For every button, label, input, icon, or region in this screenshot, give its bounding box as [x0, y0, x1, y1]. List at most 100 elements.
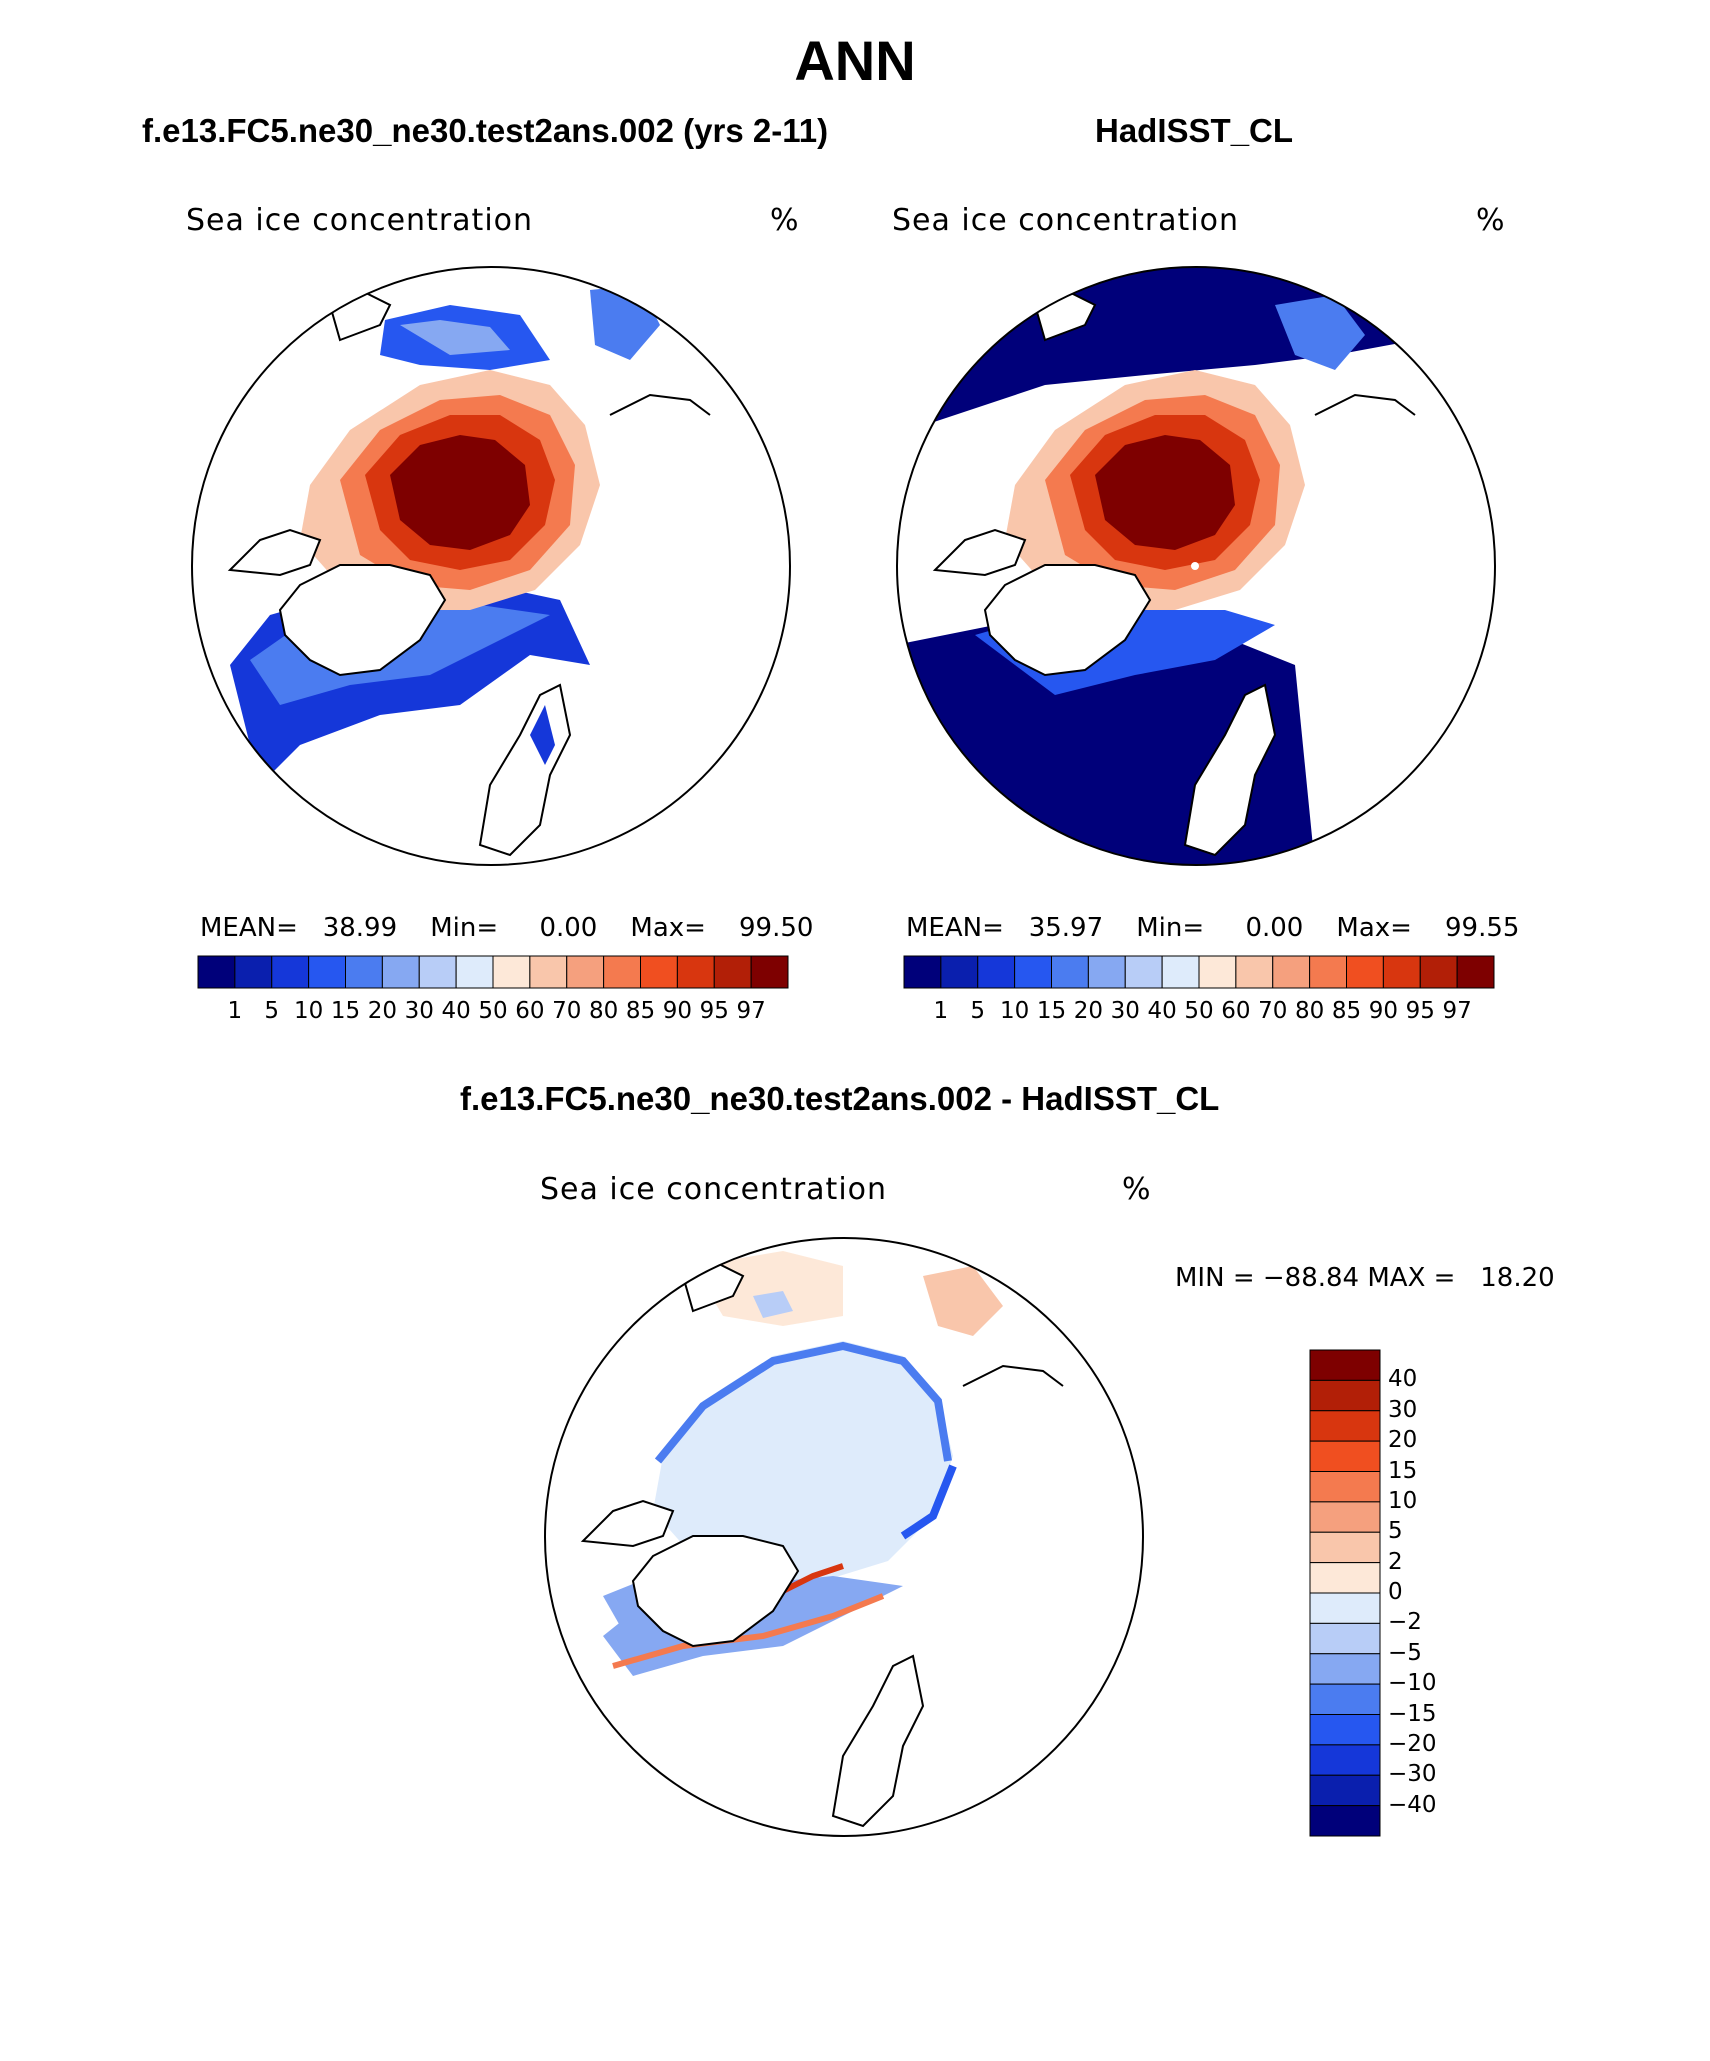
diff-colorbar-box-15: [1309, 1805, 1381, 1837]
arctic-diff: [653, 1341, 953, 1581]
right-max-label: Max=: [1336, 913, 1412, 943]
diff-colorbar-box-8: [1309, 1592, 1381, 1624]
right-colorbar-box-4: [1051, 955, 1089, 989]
right-colorbar-tick: 15: [1036, 998, 1067, 1024]
left-colorbar-box-4: [345, 955, 383, 989]
left-min-label: Min=: [430, 913, 499, 943]
right-colorbar-ticks: 1 5 10 15 20 30 40 50 60 70 80 85 90 95 97: [904, 998, 1494, 1028]
diff-colorbar-box-4: [1309, 1471, 1381, 1503]
left-mean-value: 38.99: [322, 913, 398, 943]
left-colorbar-tick: 30: [404, 998, 434, 1024]
right-colorbar-tick: 95: [1405, 998, 1435, 1024]
left-colorbar-tick: 70: [552, 998, 582, 1024]
left-max-label: Max=: [630, 913, 706, 943]
left-colorbar-tick: 90: [662, 998, 693, 1024]
right-mean-label: MEAN=: [906, 913, 1004, 943]
right-colorbar-tick: 70: [1258, 998, 1288, 1024]
right-colorbar-box-3: [1014, 955, 1052, 989]
diff-colorbar-tick: 30: [1388, 1396, 1418, 1423]
left-colorbar-box-1: [234, 955, 273, 989]
diff-colorbar-tick: −30: [1388, 1761, 1437, 1788]
right-colorbar: [903, 955, 1495, 989]
right-colorbar-box-11: [1309, 955, 1347, 989]
right-max-value: 99.55: [1445, 913, 1520, 943]
right-colorbar-tick: 5: [970, 998, 986, 1024]
left-units-label: %: [770, 203, 800, 238]
diff-colorbar-box-12: [1309, 1714, 1381, 1746]
greenland: [631, 1535, 800, 1648]
diff-colorbar-box-11: [1309, 1683, 1381, 1715]
left-colorbar-tick: 20: [367, 998, 398, 1024]
left-colorbar-tick: 1: [227, 998, 243, 1024]
diff-panel-subtitle: f.e13.FC5.ne30_ne30.test2ans.002 - HadIS…: [460, 1080, 1220, 1117]
left-colorbar-tick: 10: [293, 998, 324, 1024]
right-colorbar-tick: 20: [1073, 998, 1104, 1024]
diff-colorbar-box-13: [1309, 1744, 1381, 1776]
right-colorbar-tick: 90: [1368, 998, 1399, 1024]
figure-title: ANN: [794, 29, 916, 92]
right-variable-label: Sea ice concentration: [892, 203, 1240, 238]
diff-colorbar-ticks: 40 30 20 15 10 5 2 0 −2 −5 −10 −15 −20 −30 −40: [1388, 1350, 1488, 1836]
left-stats: MEAN= 38.99 Min= 0.00 Max= 99.50: [200, 913, 813, 943]
greenland: [278, 564, 447, 677]
left-colorbar-box-13: [676, 955, 715, 989]
diff-colorbar-box-7: [1309, 1562, 1381, 1594]
left-colorbar-box-14: [713, 955, 752, 989]
diff-colorbar-box-2: [1309, 1410, 1381, 1442]
right-colorbar-tick: 40: [1147, 998, 1177, 1024]
left-colorbar-box-15: [750, 955, 789, 989]
left-panel-subtitle: f.e13.FC5.ne30_ne30.test2ans.002 (yrs 2-…: [142, 112, 829, 149]
left-colorbar-box-2: [271, 955, 310, 989]
left-colorbar-tick: 15: [330, 998, 361, 1024]
right-colorbar-box-8: [1198, 955, 1237, 989]
right-colorbar-box-14: [1419, 955, 1458, 989]
diff-colorbar-box-10: [1309, 1653, 1381, 1685]
right-colorbar-box-0: [903, 955, 942, 989]
right-colorbar-box-10: [1272, 955, 1311, 989]
right-colorbar-box-15: [1456, 955, 1495, 989]
diff-colorbar-tick: −20: [1388, 1730, 1437, 1757]
diff-colorbar-tick: 40: [1388, 1366, 1418, 1393]
right-colorbar-box-5: [1087, 955, 1126, 989]
left-min-value: 0.00: [539, 913, 598, 943]
diff-colorbar-box-1: [1309, 1379, 1381, 1412]
left-mean-label: MEAN=: [200, 913, 298, 943]
left-colorbar-box-12: [640, 955, 678, 989]
left-map: [191, 266, 791, 866]
diff-colorbar-box-6: [1309, 1531, 1381, 1564]
right-colorbar-box-9: [1235, 955, 1274, 989]
diff-colorbar-tick: 20: [1388, 1427, 1418, 1454]
left-colorbar-box-3: [308, 955, 346, 989]
diff-colorbar-tick: −10: [1388, 1670, 1437, 1697]
diff-colorbar-tick: 0: [1388, 1579, 1403, 1605]
diff-colorbar-box-3: [1309, 1440, 1381, 1472]
diff-units-label: %: [1122, 1172, 1152, 1207]
diff-min-value: −88.84: [1262, 1263, 1360, 1293]
diff-colorbar-tick: 2: [1388, 1548, 1403, 1575]
right-colorbar-box-2: [977, 955, 1016, 989]
left-colorbar-box-0: [197, 955, 236, 989]
diff-colorbar-tick: −15: [1388, 1700, 1437, 1727]
diff-colorbar-tick: 15: [1388, 1457, 1418, 1484]
diff-colorbar-tick: −2: [1388, 1609, 1422, 1636]
right-units-label: %: [1476, 203, 1506, 238]
greenland: [983, 564, 1152, 677]
diff-colorbar-tick: −5: [1388, 1639, 1422, 1666]
diff-colorbar: [1309, 1349, 1381, 1837]
right-colorbar-tick: 60: [1221, 998, 1251, 1024]
left-colorbar-box-5: [381, 955, 420, 989]
left-colorbar-box-10: [566, 955, 605, 989]
left-colorbar-box-6: [418, 955, 457, 989]
left-colorbar-tick: 50: [478, 998, 508, 1024]
diff-variable-label: Sea ice concentration: [540, 1172, 888, 1207]
right-colorbar-box-13: [1382, 955, 1421, 989]
right-mean-value: 35.97: [1028, 913, 1104, 943]
right-colorbar-box-7: [1161, 955, 1200, 989]
diff-colorbar-box-9: [1309, 1622, 1381, 1655]
right-min-label: Min=: [1136, 913, 1205, 943]
right-stats: MEAN= 35.97 Min= 0.00 Max= 99.55: [906, 913, 1519, 943]
left-colorbar-tick: 40: [441, 998, 471, 1024]
left-colorbar-box-8: [492, 955, 531, 989]
left-colorbar-tick: 97: [736, 998, 766, 1024]
right-min-value: 0.00: [1245, 913, 1304, 943]
